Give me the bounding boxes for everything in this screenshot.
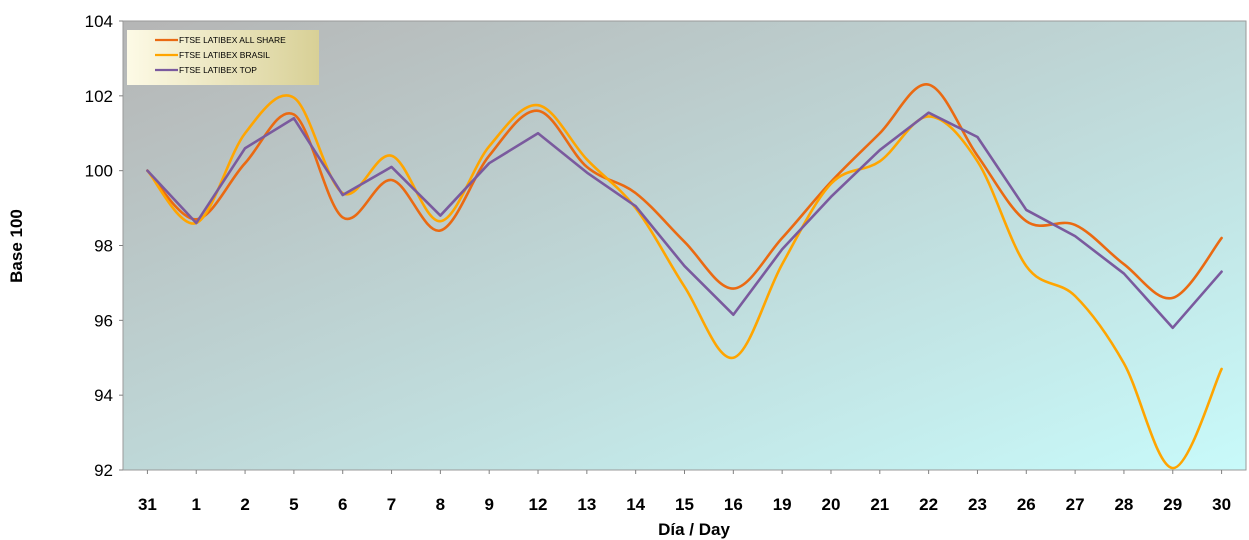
x-tick-label: 26 <box>1017 495 1036 514</box>
x-tick-label: 21 <box>870 495 889 514</box>
x-axis-title: Día / Day <box>658 520 730 539</box>
legend: FTSE LATIBEX ALL SHARE FTSE LATIBEX BRASI… <box>127 30 319 85</box>
series-2 <box>146 94 1223 470</box>
x-axis: 31 1 2 5 6 7 8 9 12 13 14 15 16 19 20 21 22 23 26 27 28 29 30 <box>138 470 1231 514</box>
y-tick-label: 102 <box>85 87 113 106</box>
x-tick-label: 5 <box>289 495 298 514</box>
y-axis: 92 94 96 98 100 102 104 <box>85 12 123 480</box>
y-tick-label: 96 <box>94 311 113 330</box>
x-tick-label: 31 <box>138 495 157 514</box>
x-tick-label: 7 <box>387 495 396 514</box>
x-tick-label: 20 <box>822 495 841 514</box>
x-tick-label: 15 <box>675 495 694 514</box>
y-tick-label: 100 <box>85 162 113 181</box>
y-axis-title: Base 100 <box>7 209 26 283</box>
x-tick-label: 14 <box>626 495 645 514</box>
y-tick-label: 104 <box>85 12 113 31</box>
x-tick-label: 2 <box>240 495 249 514</box>
legend-label: FTSE LATIBEX ALL SHARE <box>179 35 286 45</box>
x-tick-label: 28 <box>1114 495 1133 514</box>
series-layer <box>146 83 1223 470</box>
y-tick-label: 98 <box>94 237 113 256</box>
series-line <box>146 94 1223 470</box>
x-tick-label: 16 <box>724 495 743 514</box>
x-tick-label: 29 <box>1163 495 1182 514</box>
x-tick-label: 13 <box>577 495 596 514</box>
x-tick-label: 27 <box>1066 495 1085 514</box>
x-tick-label: 30 <box>1212 495 1231 514</box>
series-line <box>146 83 1223 300</box>
y-tick-label: 92 <box>94 461 113 480</box>
legend-label: FTSE LATIBEX BRASIL <box>179 50 270 60</box>
series-3 <box>146 111 1223 330</box>
series-line <box>146 111 1223 330</box>
x-tick-label: 9 <box>484 495 493 514</box>
x-tick-label: 8 <box>436 495 445 514</box>
x-tick-label: 19 <box>773 495 792 514</box>
x-tick-label: 1 <box>192 495 201 514</box>
series-1 <box>146 83 1223 300</box>
y-tick-label: 94 <box>94 386 113 405</box>
plot-area <box>122 20 1247 471</box>
x-tick-label: 12 <box>529 495 548 514</box>
x-tick-label: 6 <box>338 495 347 514</box>
x-tick-label: 23 <box>968 495 987 514</box>
legend-label: FTSE LATIBEX TOP <box>179 65 257 75</box>
x-tick-label: 22 <box>919 495 938 514</box>
